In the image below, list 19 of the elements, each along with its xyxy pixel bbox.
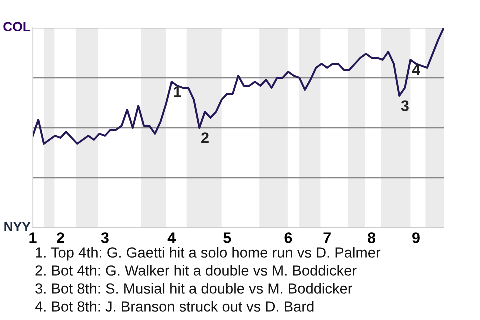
- text: 2. Bot 4th: G. Walker hit a double vs M. Boddicker: [36, 265, 357, 276]
- x-tick-label: 7: [324, 232, 331, 244]
- annotation: 3: [401, 100, 409, 112]
- text: COL: [4, 22, 31, 32]
- text: NYY: [4, 222, 31, 232]
- annotation: 2: [202, 132, 209, 144]
- annotation: 1: [174, 86, 182, 98]
- text: 1. Top 4th: G. Gaetti hit a solo home run vs D. Palmer: [36, 247, 381, 261]
- text: 3. Bot 8th: S. Musial hit a double vs M. Boddicker: [36, 283, 353, 294]
- x-tick-label: 6: [284, 232, 292, 244]
- x-tick-label: 4: [168, 232, 176, 244]
- x-tick-label: 9: [412, 232, 420, 244]
- x-tick-label: 1: [30, 232, 37, 244]
- annotation: 4: [412, 64, 420, 76]
- text: 4. Bot 8th: J. Branson struck out vs D. Bard: [35, 301, 314, 312]
- x-tick-label: 3: [101, 232, 109, 244]
- x-tick-label: 5: [224, 232, 232, 244]
- x-tick-label: 2: [57, 232, 64, 244]
- x-tick-label: 8: [368, 232, 376, 244]
